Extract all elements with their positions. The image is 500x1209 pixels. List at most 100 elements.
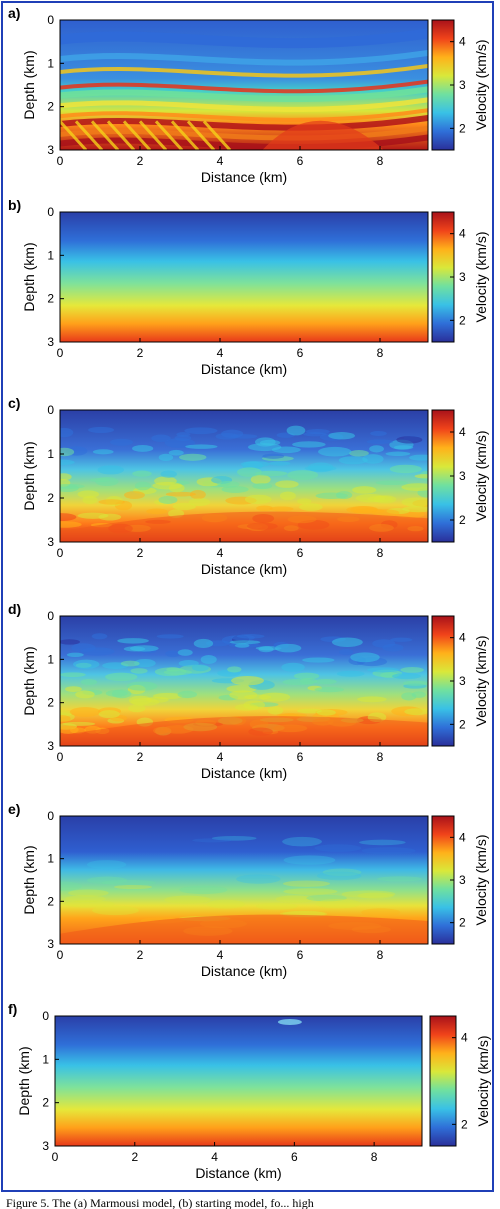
- panel-d: d) 0 2 4 6 8 0 1 2 3 Distance (km) Depth (km) 2 3 4 Vel…: [0, 596, 500, 798]
- x-tick-label: 8: [377, 948, 384, 962]
- colorbar-tick-label: 2: [459, 313, 466, 327]
- y-tick-label: 2: [42, 1096, 49, 1110]
- y-tick-label: 2: [47, 491, 54, 505]
- y-tick-label: 0: [42, 1009, 49, 1023]
- colorbar-tick-label: 4: [461, 1031, 468, 1045]
- figure-frame: [1, 1, 494, 1192]
- x-axis-label: Distance (km): [201, 361, 287, 377]
- velocity-map: [54, 1015, 423, 1147]
- figure-caption: Figure 5. The (a) Marmousi model, (b) st…: [6, 1196, 314, 1209]
- y-tick-label: 2: [47, 292, 54, 306]
- x-tick-label: 0: [52, 1150, 59, 1164]
- y-tick-label: 3: [47, 937, 54, 951]
- colorbar-label: Velocity (km/s): [473, 635, 489, 726]
- x-axis-label: Distance (km): [201, 963, 287, 979]
- velocity-map: [59, 19, 429, 151]
- x-tick-label: 0: [57, 750, 64, 764]
- x-axis-label: Distance (km): [201, 561, 287, 577]
- y-axis-label: Depth (km): [21, 845, 37, 914]
- y-tick-label: 1: [47, 447, 54, 461]
- velocity-chart: b) 0 2 4 6 8 0 1 2 3 Distance (km) Depth (km) 2 3 4 Vel…: [8, 197, 489, 377]
- y-tick-label: 1: [47, 652, 54, 666]
- x-tick-label: 4: [217, 154, 224, 168]
- colorbar-tick-label: 4: [459, 425, 466, 439]
- velocity-map: [59, 615, 429, 747]
- panel-label: e): [8, 801, 20, 817]
- panel-label: c): [8, 396, 20, 411]
- colorbar-tick-label: 3: [459, 78, 466, 92]
- x-axis-label: Distance (km): [195, 1165, 281, 1181]
- y-tick-label: 2: [47, 100, 54, 114]
- y-axis-label: Depth (km): [21, 646, 37, 715]
- y-tick-label: 3: [47, 739, 54, 753]
- y-axis-label: Depth (km): [16, 1046, 32, 1115]
- colorbar-tick-label: 2: [459, 513, 466, 527]
- colorbar-tick-label: 4: [459, 830, 466, 844]
- colorbar-tick-label: 2: [461, 1117, 468, 1131]
- colorbar-tick-label: 3: [459, 674, 466, 688]
- velocity-map: [59, 409, 429, 543]
- x-axis-label: Distance (km): [201, 765, 287, 781]
- colorbar: [429, 1015, 457, 1147]
- x-tick-label: 8: [377, 346, 384, 360]
- x-tick-label: 2: [137, 346, 144, 360]
- x-tick-label: 2: [137, 948, 144, 962]
- colorbar-tick-label: 2: [459, 717, 466, 731]
- x-tick-label: 8: [371, 1150, 378, 1164]
- x-tick-label: 2: [137, 546, 144, 560]
- x-tick-label: 0: [57, 948, 64, 962]
- colorbar-tick-label: 3: [459, 873, 466, 887]
- x-tick-label: 2: [137, 750, 144, 764]
- y-tick-label: 2: [47, 696, 54, 710]
- x-tick-label: 6: [291, 1150, 298, 1164]
- y-tick-label: 1: [42, 1052, 49, 1066]
- y-tick-label: 0: [47, 205, 54, 219]
- velocity-map: [59, 211, 429, 343]
- panel-label: f): [8, 1001, 17, 1017]
- x-tick-label: 4: [211, 1150, 218, 1164]
- velocity-chart: f) 0 2 4 6 8 0 1 2 3 Distance (km) Depth (km) 2 4 Velo…: [8, 1001, 491, 1181]
- x-tick-label: 2: [131, 1150, 138, 1164]
- x-tick-label: 0: [57, 546, 64, 560]
- x-tick-label: 8: [377, 546, 384, 560]
- x-tick-label: 4: [217, 750, 224, 764]
- velocity-map: [59, 815, 429, 945]
- y-tick-label: 1: [47, 56, 54, 70]
- y-tick-label: 0: [47, 403, 54, 417]
- colorbar-tick-label: 4: [459, 631, 466, 645]
- colorbar-tick-label: 3: [459, 270, 466, 284]
- panel-f: f) 0 2 4 6 8 0 1 2 3 Distance (km) Depth (km) 2 4 Velo…: [0, 1000, 500, 1192]
- x-tick-label: 0: [57, 154, 64, 168]
- panel-label: a): [8, 5, 20, 21]
- y-tick-label: 1: [47, 852, 54, 866]
- y-tick-label: 0: [47, 13, 54, 27]
- colorbar-label: Velocity (km/s): [473, 39, 489, 130]
- x-axis-label: Distance (km): [201, 169, 287, 185]
- y-tick-label: 2: [47, 894, 54, 908]
- velocity-chart: c) 0 2 4 6 8 0 1 2 3 Distance (km) Depth (km) 2 3 4 Vel…: [8, 395, 489, 577]
- y-tick-label: 3: [47, 143, 54, 157]
- x-tick-label: 4: [217, 346, 224, 360]
- x-tick-label: 8: [377, 154, 384, 168]
- y-tick-label: 3: [47, 335, 54, 349]
- y-axis-label: Depth (km): [21, 50, 37, 119]
- x-tick-label: 6: [297, 546, 304, 560]
- colorbar-tick-label: 2: [459, 916, 466, 930]
- colorbar-tick-label: 4: [459, 227, 466, 241]
- colorbar-label: Velocity (km/s): [473, 430, 489, 521]
- x-tick-label: 6: [297, 750, 304, 764]
- y-tick-label: 3: [47, 535, 54, 549]
- colorbar-tick-label: 4: [459, 35, 466, 49]
- x-tick-label: 4: [217, 948, 224, 962]
- velocity-chart: a) 0 2 4 6 8 0 1 2 3 Distance (km) Depth (km) 2 3 4 Vel…: [8, 5, 489, 185]
- colorbar-tick-label: 3: [459, 469, 466, 483]
- colorbar-label: Velocity (km/s): [473, 834, 489, 925]
- panel-a: a) 0 2 4 6 8 0 1 2 3 Distance (km) Depth (km) 2 3 4 Vel…: [0, 0, 500, 196]
- y-tick-label: 3: [42, 1139, 49, 1153]
- velocity-chart: d) 0 2 4 6 8 0 1 2 3 Distance (km) Depth (km) 2 3 4 Vel…: [8, 601, 489, 781]
- panel-label: d): [8, 601, 21, 617]
- y-axis-label: Depth (km): [21, 441, 37, 510]
- velocity-chart: e) 0 2 4 6 8 0 1 2 3 Distance (km) Depth (km) 2 3 4 Vel…: [8, 801, 489, 979]
- x-tick-label: 6: [297, 346, 304, 360]
- colorbar-tick-label: 2: [459, 121, 466, 135]
